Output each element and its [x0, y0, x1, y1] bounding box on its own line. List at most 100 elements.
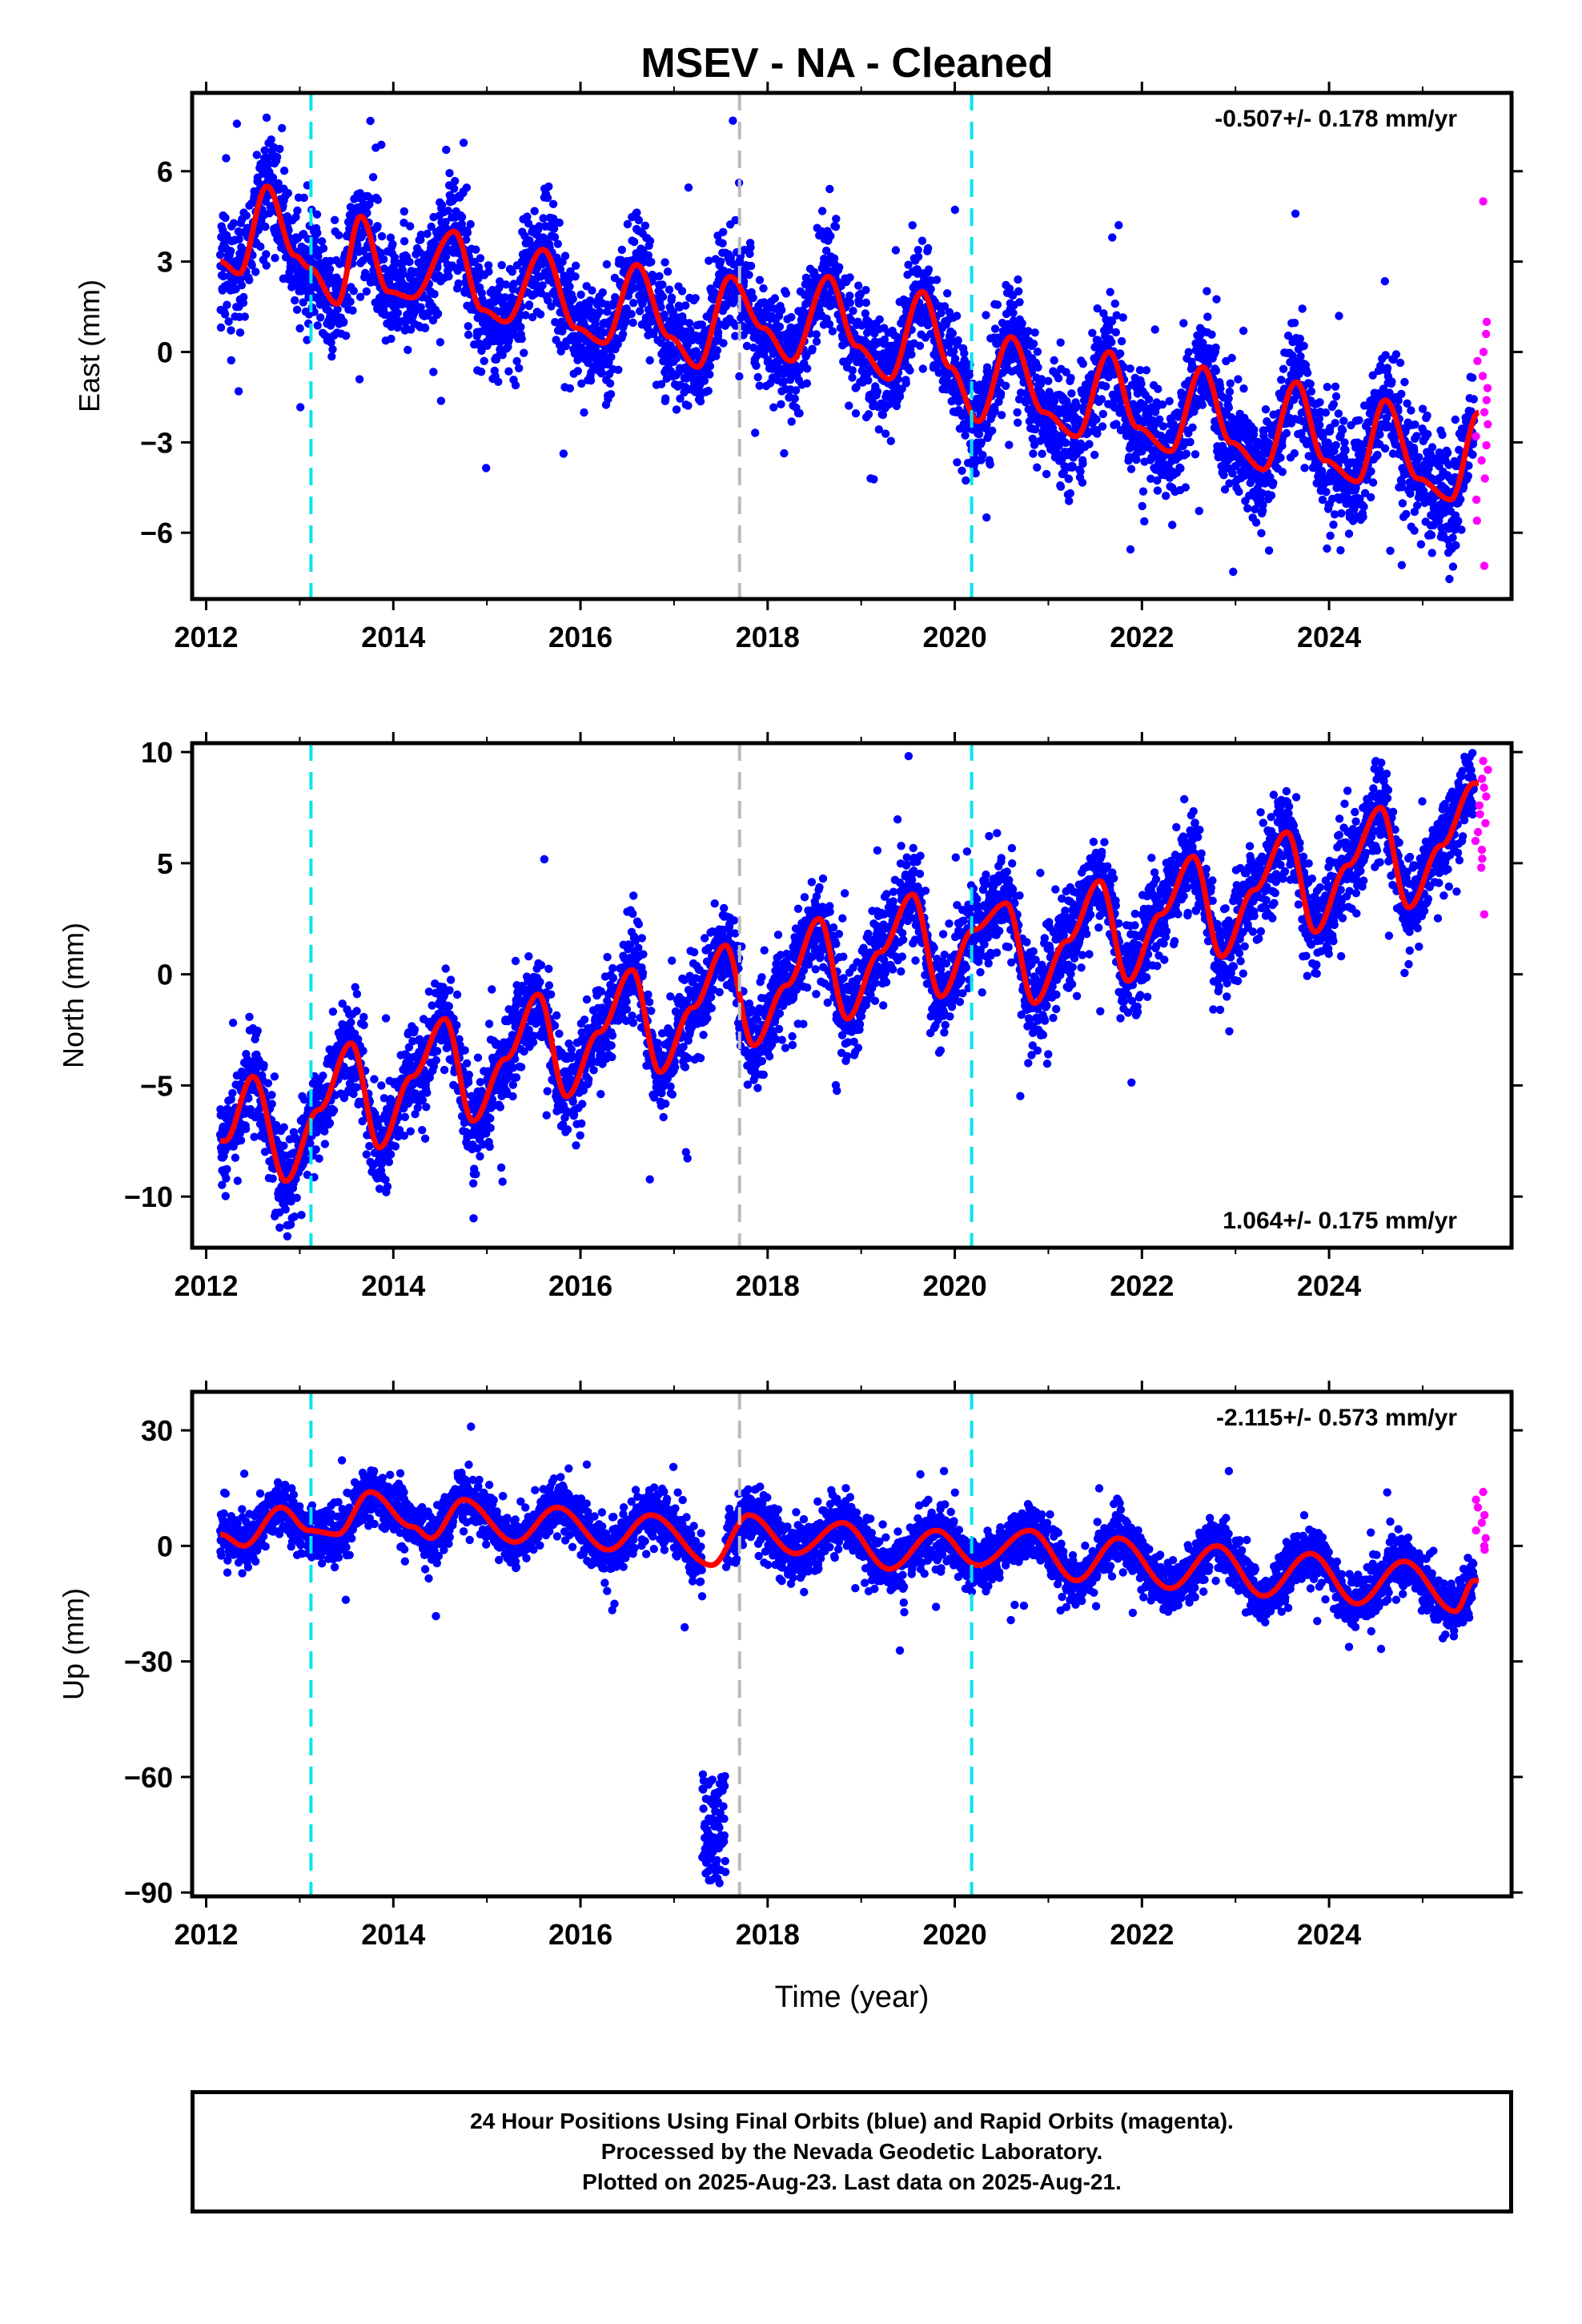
final-orbit-point	[1106, 287, 1114, 296]
final-orbit-point	[997, 411, 1006, 420]
final-orbit-point	[719, 339, 728, 348]
final-orbit-point	[907, 350, 916, 359]
final-orbit-point	[444, 207, 453, 215]
final-orbit-point	[627, 309, 636, 319]
rapid-orbit-point	[1482, 396, 1492, 404]
final-orbit-point	[466, 219, 475, 229]
final-orbit-point	[953, 458, 962, 467]
final-orbit-point	[1018, 319, 1026, 328]
final-orbit-point	[1315, 420, 1324, 429]
final-orbit-point	[291, 212, 300, 222]
final-orbit-point	[1182, 449, 1191, 458]
final-orbit-point	[457, 219, 466, 228]
final-orbit-point	[462, 183, 472, 192]
final-orbit-point	[962, 476, 970, 485]
final-orbit-point	[441, 252, 451, 261]
final-orbit-point	[832, 215, 841, 223]
panel-east-rapid-points	[1472, 197, 1492, 570]
final-orbit-point	[607, 352, 616, 361]
final-orbit-point	[1224, 403, 1234, 412]
final-orbit-point	[1097, 395, 1106, 404]
final-orbit-point	[848, 373, 857, 382]
final-orbit-point	[1355, 416, 1363, 424]
final-orbit-point	[746, 261, 756, 271]
final-orbit-point	[445, 169, 454, 178]
final-orbit-point	[508, 267, 517, 276]
final-orbit-point	[630, 237, 639, 247]
final-orbit-point	[803, 364, 812, 373]
panel-east-final-points	[215, 113, 1479, 584]
final-orbit-point	[234, 387, 243, 396]
final-orbit-point	[498, 351, 507, 360]
final-orbit-point	[623, 219, 632, 229]
rapid-orbit-point	[1482, 440, 1491, 450]
final-orbit-point	[886, 436, 896, 445]
final-orbit-point	[745, 271, 753, 279]
final-orbit-point	[812, 337, 821, 346]
chart-title: MSEV - NA - Cleaned	[640, 40, 1053, 86]
final-orbit-point	[1326, 531, 1335, 541]
final-orbit-point	[812, 330, 821, 339]
final-orbit-point	[1033, 463, 1042, 472]
final-orbit-point	[379, 255, 388, 263]
final-orbit-point	[961, 431, 970, 440]
final-orbit-point	[279, 167, 289, 175]
final-orbit-point	[1158, 422, 1168, 431]
final-orbit-point	[346, 297, 355, 306]
final-orbit-point	[293, 206, 302, 215]
final-orbit-point	[1451, 415, 1460, 424]
final-orbit-point	[795, 408, 804, 418]
final-orbit-point	[943, 289, 952, 298]
final-orbit-point	[713, 328, 723, 337]
final-orbit-point	[327, 338, 335, 347]
final-orbit-point	[1107, 338, 1116, 347]
final-orbit-point	[1150, 325, 1159, 334]
final-orbit-point	[873, 387, 882, 396]
final-orbit-point	[606, 390, 616, 399]
final-orbit-point	[263, 161, 272, 170]
final-orbit-point	[399, 269, 408, 279]
final-orbit-point	[256, 242, 265, 251]
final-orbit-point	[565, 384, 575, 393]
final-orbit-point	[261, 223, 270, 231]
rapid-orbit-point	[1482, 329, 1491, 339]
rapid-orbit-point	[1479, 348, 1488, 356]
final-orbit-point	[560, 251, 570, 260]
final-orbit-point	[387, 334, 396, 344]
final-orbit-point	[1386, 546, 1395, 555]
final-orbit-point	[1076, 467, 1085, 476]
final-orbit-point	[1457, 525, 1466, 534]
final-orbit-point	[1368, 478, 1378, 487]
final-orbit-point	[496, 277, 504, 286]
panel-north-group: 2012 2014 2016 2018 2020 2022 20241050−5−10Nor…	[57, 732, 1523, 1302]
final-orbit-point	[1375, 430, 1384, 439]
final-orbit-point	[363, 208, 371, 218]
final-orbit-point	[1138, 501, 1146, 511]
final-orbit-point	[454, 279, 463, 288]
final-orbit-point	[515, 364, 524, 372]
final-orbit-point	[990, 324, 1000, 333]
final-orbit-point	[808, 344, 817, 353]
final-orbit-point	[1397, 389, 1406, 399]
rapid-orbit-point	[1477, 456, 1486, 465]
final-orbit-point	[1188, 423, 1197, 432]
final-orbit-point	[313, 321, 322, 330]
final-orbit-point	[665, 285, 674, 294]
final-orbit-point	[1331, 440, 1340, 450]
final-orbit-point	[303, 336, 311, 344]
final-orbit-point	[924, 265, 934, 274]
final-orbit-point	[501, 280, 511, 289]
final-orbit-point	[390, 253, 400, 262]
final-orbit-point	[1412, 501, 1422, 510]
final-orbit-point	[908, 221, 917, 230]
final-orbit-point	[1056, 482, 1066, 491]
final-orbit-point	[400, 237, 409, 246]
final-orbit-point	[232, 119, 242, 128]
y-tick-label: −3	[140, 426, 173, 459]
final-orbit-point	[1339, 416, 1348, 425]
final-orbit-point	[1290, 319, 1299, 328]
final-orbit-point	[716, 257, 725, 266]
final-orbit-point	[515, 312, 524, 321]
final-orbit-point	[1427, 531, 1436, 540]
final-orbit-point	[423, 229, 432, 239]
